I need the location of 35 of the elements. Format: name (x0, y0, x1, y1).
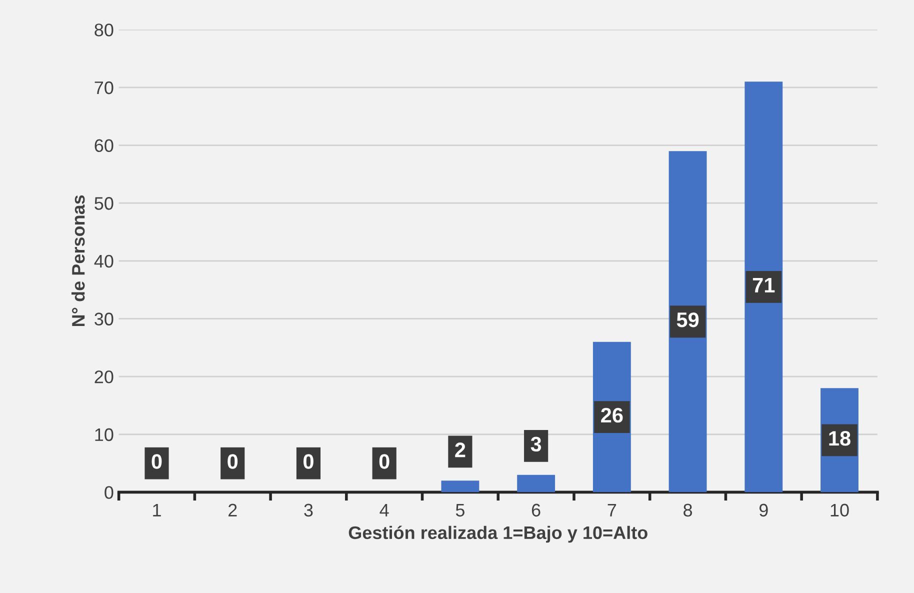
data-label: 0 (304, 454, 314, 469)
x-tick-label: 8 (684, 504, 692, 517)
y-tick-label: 30 (94, 312, 114, 326)
x-tick-label: 1 (153, 504, 161, 516)
data-label: 3 (530, 436, 542, 452)
data-label: 0 (379, 454, 390, 469)
x-tick-label: 4 (380, 504, 389, 516)
x-tick-label: 9 (759, 504, 768, 517)
data-label: 26 (601, 408, 623, 423)
y-tick-label: 80 (94, 24, 114, 36)
data-label: 18 (829, 430, 850, 446)
bar (441, 480, 480, 492)
data-label: 59 (676, 312, 699, 328)
y-tick-label: 70 (94, 81, 114, 94)
x-tick-label: 3 (304, 504, 313, 517)
data-label: 2 (455, 442, 466, 458)
y-tick-label: 60 (94, 139, 114, 152)
y-tick-label: 50 (94, 197, 114, 210)
y-tick-label: 40 (94, 254, 114, 268)
data-label: 0 (228, 454, 238, 469)
bar (517, 474, 556, 492)
bar (668, 151, 707, 492)
x-tick-label: 6 (532, 504, 540, 517)
data-label: 0 (152, 454, 162, 469)
x-tick-label: 10 (830, 504, 849, 517)
bar (744, 82, 783, 492)
y-tick-label: 10 (95, 428, 114, 442)
y-tick-label: 20 (94, 370, 114, 384)
x-axis-title: Gestión realizada 1=Bajo y 10=Alto (348, 526, 648, 543)
y-tick-label: 0 (104, 486, 114, 499)
data-label: 71 (752, 278, 775, 292)
x-tick-label: 2 (228, 504, 237, 516)
x-tick-label: 5 (456, 504, 464, 517)
y-axis-title: N° de Personas (71, 195, 85, 326)
x-tick-label: 7 (608, 504, 616, 516)
